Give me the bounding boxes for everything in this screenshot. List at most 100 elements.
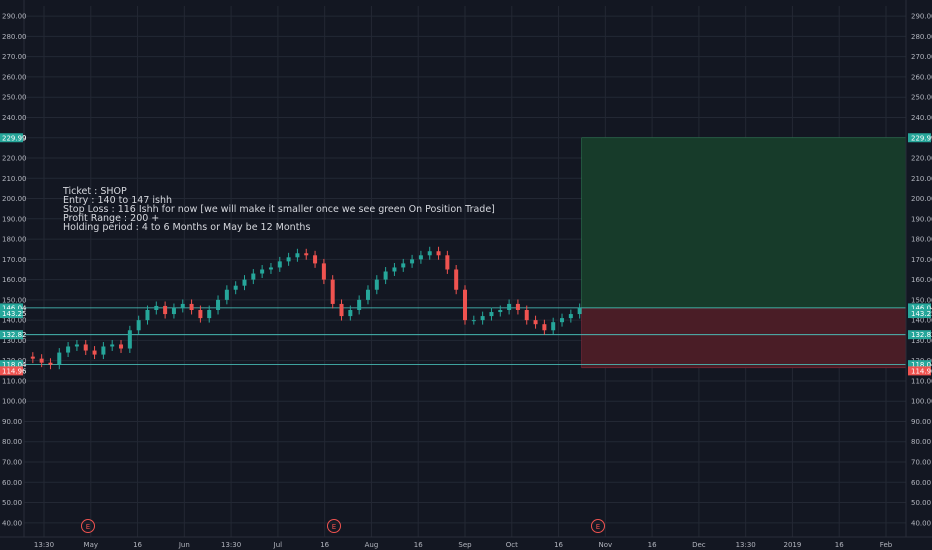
price-tag-right[interactable]: 118.04 — [911, 361, 932, 369]
candle-body — [180, 303, 185, 308]
candle-body — [524, 310, 529, 321]
profit-zone[interactable] — [581, 137, 907, 309]
candle-body — [410, 259, 415, 264]
position-zones[interactable] — [581, 137, 907, 369]
y-tick-label-right: 200.00 — [911, 195, 932, 203]
price-tag-right-bg[interactable] — [908, 309, 931, 319]
price-tag-left[interactable]: 118.04 — [2, 361, 27, 369]
x-tick-label: 13:30 — [221, 541, 241, 549]
trade-note-line: Ticket : SHOP — [62, 186, 127, 197]
price-tag-right[interactable]: 114.96 — [911, 367, 932, 375]
price-tag-right-bg[interactable] — [908, 360, 931, 370]
price-tag-left-bg[interactable] — [0, 330, 23, 340]
y-tick-label-right: 60.00 — [911, 479, 931, 487]
candle-body — [560, 318, 565, 323]
candle-body — [145, 310, 150, 321]
x-tick-label: Oct — [506, 541, 518, 549]
candle-body — [542, 324, 547, 331]
candle-body — [577, 307, 582, 315]
x-tick-label: Jun — [178, 541, 190, 549]
y-tick-label-left: 260.00 — [2, 73, 27, 81]
price-tag-left[interactable]: 132.82 — [2, 331, 27, 339]
x-tick-label: May — [84, 541, 98, 549]
price-tag-right[interactable]: 229.99 — [911, 134, 932, 142]
earnings-marker-icon[interactable] — [327, 519, 341, 533]
candle-body — [251, 273, 256, 280]
y-tick-label-right: 290.00 — [911, 13, 932, 21]
candle-body — [268, 267, 273, 270]
candle-body — [436, 251, 441, 256]
price-tag-left[interactable]: 229.99 — [2, 134, 27, 142]
candle-body — [83, 344, 88, 351]
y-tick-label-right: 180.00 — [911, 236, 932, 244]
y-tick-label-left: 150.00 — [2, 296, 27, 304]
candle-body — [233, 285, 238, 290]
candle-body — [313, 255, 318, 264]
price-tag-right[interactable]: 146.04 — [911, 304, 932, 312]
y-tick-label-right: 160.00 — [911, 276, 932, 284]
candle-body — [136, 320, 141, 331]
y-tick-label-left: 110.00 — [2, 377, 27, 385]
x-tick-label: 16 — [414, 541, 423, 549]
price-tag-left-bg[interactable] — [0, 309, 23, 319]
candle-body — [454, 269, 459, 290]
candle-body — [119, 344, 124, 349]
price-tag-left-bg[interactable] — [0, 303, 23, 313]
candle-body — [304, 253, 309, 256]
y-tick-label-right: 100.00 — [911, 398, 932, 406]
candle-body — [383, 271, 388, 280]
candle-body — [198, 310, 203, 319]
candle-body — [207, 310, 212, 319]
x-tick-label: 16 — [320, 541, 329, 549]
y-tick-label-left: 130.00 — [2, 337, 27, 345]
y-axis-right[interactable]: 40.00 50.00 60.00 70.00 80.00 90.00 100.00 110.… — [905, 0, 932, 537]
y-tick-label-left: 280.00 — [2, 33, 27, 41]
y-tick-label-left: 40.00 — [2, 519, 22, 527]
earnings-marker-icon[interactable] — [591, 519, 605, 533]
price-tag-left[interactable]: 114.96 — [2, 367, 27, 375]
y-tick-label-left: 240.00 — [2, 114, 27, 122]
candle-body — [48, 362, 53, 365]
y-tick-label-left: 200.00 — [2, 195, 27, 203]
earnings-marker-label: E — [596, 523, 600, 531]
y-tick-label-right: 40.00 — [911, 519, 931, 527]
y-tick-label-right: 250.00 — [911, 94, 932, 102]
y-axis-left[interactable]: 40.00 50.00 60.00 70.00 80.00 90.00 100.00 110.… — [0, 0, 27, 537]
candle-body — [101, 346, 106, 355]
loss-zone[interactable] — [581, 307, 907, 369]
candle-body — [189, 303, 194, 311]
y-tick-label-right: 50.00 — [911, 499, 931, 507]
candle-body — [418, 255, 423, 260]
price-tag-right-bg[interactable] — [908, 330, 931, 340]
candle-body — [489, 312, 494, 317]
x-tick-label: Jul — [273, 541, 283, 549]
price-tag-right-bg[interactable] — [908, 133, 931, 143]
price-tag-right-bg[interactable] — [908, 303, 931, 313]
x-tick-label: Dec — [692, 541, 706, 549]
y-tick-label-left: 210.00 — [2, 175, 27, 183]
price-tag-left-bg[interactable] — [0, 133, 23, 143]
y-tick-label-right: 110.00 — [911, 377, 932, 385]
candle-body — [427, 251, 432, 256]
price-tag-right[interactable]: 132.82 — [911, 331, 932, 339]
y-tick-label-right: 70.00 — [911, 459, 931, 467]
trade-note-line: Entry : 140 to 147 ishh — [63, 195, 172, 206]
candle-body — [242, 279, 247, 286]
price-tag-left[interactable]: 146.04 — [2, 304, 27, 312]
y-tick-label-right: 140.00 — [911, 317, 932, 325]
price-tag-left-bg[interactable] — [0, 366, 23, 376]
price-tag-right-bg[interactable] — [908, 366, 931, 376]
candle-body — [533, 320, 538, 325]
earnings-marker-label: E — [86, 523, 90, 531]
price-tag-left[interactable]: 143.25 — [2, 310, 27, 318]
candle-body — [498, 310, 503, 313]
y-tick-label-right: 260.00 — [911, 73, 932, 81]
price-tag-left-bg[interactable] — [0, 360, 23, 370]
earnings-marker-icon[interactable] — [81, 519, 95, 533]
price-tag-right[interactable]: 143.25 — [911, 310, 932, 318]
candle-body — [480, 316, 485, 321]
x-axis[interactable]: 13:30 May 16 Jun 13:30 Jul 16 Aug 16 Sep Oct 16 Nov 1… — [0, 536, 932, 549]
x-tick-label: 2019 — [784, 541, 802, 549]
